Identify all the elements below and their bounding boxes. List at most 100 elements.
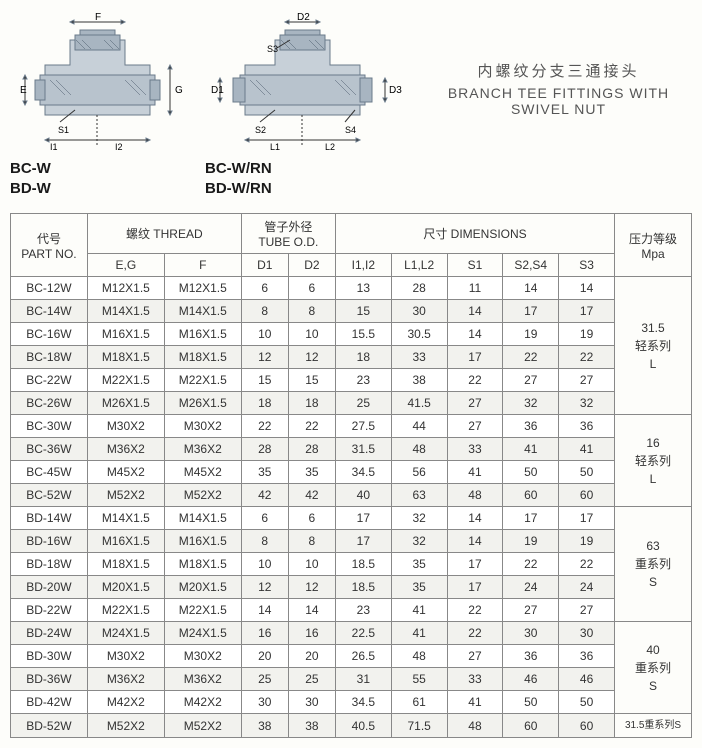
top-section: E G F S1 I1 I2 BC-W BD-W <box>10 10 692 198</box>
diagram2-label2: BD-W/RN <box>205 179 405 199</box>
cell-i: 23 <box>335 599 391 622</box>
cell-f: M18X1.5 <box>164 553 241 576</box>
cell-f: M14X1.5 <box>164 300 241 323</box>
dim-F: F <box>95 12 101 23</box>
cell-f: M36X2 <box>164 438 241 461</box>
cell-d1: 20 <box>241 645 288 668</box>
table-row: BC-22WM22X1.5M22X1.515152338222727 <box>11 369 692 392</box>
cell-i: 34.5 <box>335 461 391 484</box>
cell-p: BD-22W <box>11 599 88 622</box>
cell-p: BD-14W <box>11 507 88 530</box>
cell-s2: 36 <box>503 415 559 438</box>
cell-s3: 27 <box>559 369 615 392</box>
th-i12: I1,I2 <box>335 254 391 277</box>
table-row: BD-16WM16X1.5M16X1.5881732141919 <box>11 530 692 553</box>
dim-S4: S4 <box>345 125 356 135</box>
cell-l: 44 <box>391 415 447 438</box>
cell-s2: 14 <box>503 277 559 300</box>
cell-d2: 30 <box>288 691 335 714</box>
cell-d2: 8 <box>288 530 335 553</box>
diagram2-label1: BC-W/RN <box>205 159 405 179</box>
cell-eg: M18X1.5 <box>87 553 164 576</box>
cell-s3: 22 <box>559 553 615 576</box>
dim-S2: S2 <box>255 125 266 135</box>
cell-i: 26.5 <box>335 645 391 668</box>
cell-s1: 27 <box>447 415 503 438</box>
cell-i: 27.5 <box>335 415 391 438</box>
cell-d1: 28 <box>241 438 288 461</box>
dim-L1: L1 <box>270 142 280 150</box>
cell-s3: 17 <box>559 300 615 323</box>
cell-i: 25 <box>335 392 391 415</box>
cell-f: M52X2 <box>164 714 241 738</box>
cell-p: BD-24W <box>11 622 88 645</box>
cell-s3: 50 <box>559 461 615 484</box>
th-press: 压力等级Mpa <box>615 214 692 277</box>
cell-eg: M22X1.5 <box>87 599 164 622</box>
th-s1: S1 <box>447 254 503 277</box>
dim-L2: L2 <box>325 142 335 150</box>
cell-s2: 17 <box>503 300 559 323</box>
table-row: BD-24WM24X1.5M24X1.5161622.54122303040重系… <box>11 622 692 645</box>
cell-s1: 11 <box>447 277 503 300</box>
table-row: BD-14WM14X1.5M14X1.566173214171763重系列S <box>11 507 692 530</box>
cell-s1: 41 <box>447 691 503 714</box>
cell-l: 55 <box>391 668 447 691</box>
cell-d2: 10 <box>288 553 335 576</box>
cell-i: 18.5 <box>335 576 391 599</box>
cell-s3: 19 <box>559 323 615 346</box>
cell-s3: 27 <box>559 599 615 622</box>
cell-f: M26X1.5 <box>164 392 241 415</box>
cell-eg: M42X2 <box>87 691 164 714</box>
cell-s1: 22 <box>447 369 503 392</box>
cell-l: 41.5 <box>391 392 447 415</box>
cell-l: 71.5 <box>391 714 447 738</box>
th-d1: D1 <box>241 254 288 277</box>
cell-p: BC-36W <box>11 438 88 461</box>
cell-s3: 19 <box>559 530 615 553</box>
dim-D3: D3 <box>389 85 402 96</box>
cell-f: M24X1.5 <box>164 622 241 645</box>
th-f: F <box>164 254 241 277</box>
cell-p: BC-45W <box>11 461 88 484</box>
cell-f: M42X2 <box>164 691 241 714</box>
cell-i: 15 <box>335 300 391 323</box>
cell-f: M22X1.5 <box>164 599 241 622</box>
cell-s1: 48 <box>447 714 503 738</box>
cell-i: 17 <box>335 507 391 530</box>
cell-eg: M14X1.5 <box>87 507 164 530</box>
cell-l: 38 <box>391 369 447 392</box>
cell-s3: 24 <box>559 576 615 599</box>
cell-s3: 50 <box>559 691 615 714</box>
cell-d1: 8 <box>241 530 288 553</box>
cell-eg: M36X2 <box>87 438 164 461</box>
cell-eg: M16X1.5 <box>87 530 164 553</box>
table-row: BC-30WM30X2M30X2222227.54427363616轻系列L <box>11 415 692 438</box>
cell-p: BD-52W <box>11 714 88 738</box>
cell-i: 31.5 <box>335 438 391 461</box>
cell-i: 15.5 <box>335 323 391 346</box>
cell-s1: 17 <box>447 553 503 576</box>
cell-d2: 6 <box>288 507 335 530</box>
diagram1-label1: BC-W <box>10 159 185 179</box>
table-row: BD-18WM18X1.5M18X1.5101018.535172222 <box>11 553 692 576</box>
cell-s3: 36 <box>559 645 615 668</box>
cell-p: BC-22W <box>11 369 88 392</box>
cell-l: 30 <box>391 300 447 323</box>
cell-s1: 33 <box>447 438 503 461</box>
cell-s3: 30 <box>559 622 615 645</box>
cell-d2: 22 <box>288 415 335 438</box>
dim-S1: S1 <box>58 125 69 135</box>
cell-eg: M52X2 <box>87 714 164 738</box>
table-body: BC-12WM12X1.5M12X1.566132811141431.5轻系列L… <box>11 277 692 738</box>
cell-d2: 10 <box>288 323 335 346</box>
dim-D1: D1 <box>211 85 224 96</box>
cell-f: M52X2 <box>164 484 241 507</box>
table-row: BC-14WM14X1.5M14X1.5881530141717 <box>11 300 692 323</box>
cell-eg: M26X1.5 <box>87 392 164 415</box>
cell-d1: 25 <box>241 668 288 691</box>
table-row: BC-45WM45X2M45X2353534.556415050 <box>11 461 692 484</box>
cell-s2: 22 <box>503 346 559 369</box>
cell-d1: 18 <box>241 392 288 415</box>
cell-d1: 6 <box>241 277 288 300</box>
